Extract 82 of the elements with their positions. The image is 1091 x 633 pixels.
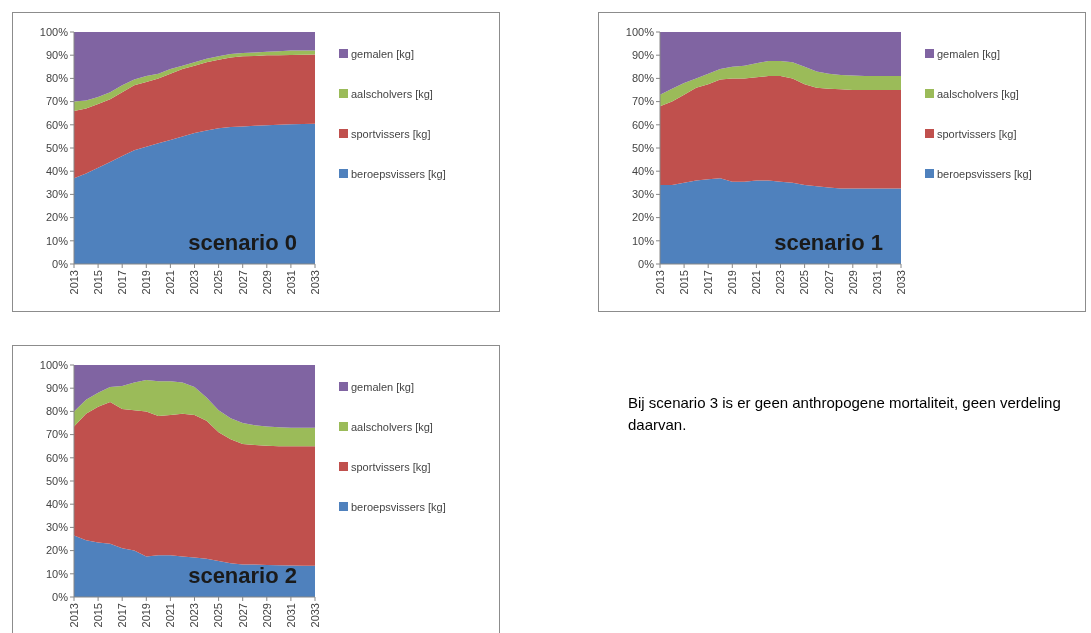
x-tick-label: 2027 bbox=[822, 270, 835, 295]
y-tick-label: 40% bbox=[45, 498, 69, 511]
legend-label: gemalen [kg] bbox=[351, 380, 414, 393]
x-tick-label: 2023 bbox=[188, 270, 201, 295]
legend-label: aalscholvers [kg] bbox=[351, 420, 433, 433]
y-tick-label: 10% bbox=[45, 234, 69, 247]
y-tick-label: 0% bbox=[52, 257, 69, 270]
x-tick-label: 2031 bbox=[870, 270, 883, 295]
y-tick-label: 20% bbox=[45, 544, 69, 557]
annotation: scenario 2 bbox=[188, 563, 297, 588]
legend-label: beroepsvissers [kg] bbox=[937, 167, 1032, 180]
x-tick-label: 2029 bbox=[260, 603, 273, 628]
y-tick-label: 80% bbox=[45, 72, 69, 85]
y-tick-label: 100% bbox=[39, 358, 69, 371]
legend-label: sportvissers [kg] bbox=[937, 127, 1017, 140]
x-tick-label: 2013 bbox=[67, 603, 80, 628]
x-tick-label: 2017 bbox=[702, 270, 715, 295]
x-tick-label: 2017 bbox=[116, 270, 129, 295]
x-tick-label: 2015 bbox=[677, 270, 690, 295]
text: Bij scenario 3 is er geen anthropogene mortaliteit, geen verdeling daarvan. bbox=[628, 393, 1062, 435]
x-tick-label: 2025 bbox=[212, 603, 225, 628]
x-tick-label: 2023 bbox=[774, 270, 787, 295]
x-tick-label: 2031 bbox=[284, 270, 297, 295]
x-tick-label: 2027 bbox=[236, 603, 249, 628]
x-tick-label: 2033 bbox=[894, 270, 907, 295]
y-tick-label: 90% bbox=[631, 49, 655, 62]
x-tick-label: 2017 bbox=[116, 603, 129, 628]
x-tick-label: 2025 bbox=[798, 270, 811, 295]
x-tick-label: 2019 bbox=[140, 603, 153, 628]
legend-label: beroepsvissers [kg] bbox=[351, 500, 446, 513]
y-tick-label: 100% bbox=[625, 25, 655, 38]
y-tick-label: 70% bbox=[631, 95, 655, 108]
legend-label: aalscholvers [kg] bbox=[351, 87, 433, 100]
y-tick-label: 90% bbox=[45, 382, 69, 395]
y-tick-label: 50% bbox=[45, 141, 69, 154]
x-tick-label: 2027 bbox=[236, 270, 249, 295]
legend-label: sportvissers [kg] bbox=[351, 460, 431, 473]
y-tick-label: 60% bbox=[631, 118, 655, 131]
x-tick-label: 2033 bbox=[308, 603, 321, 628]
y-tick-label: 30% bbox=[45, 188, 69, 201]
x-tick-label: 2025 bbox=[212, 270, 225, 295]
y-tick-label: 0% bbox=[638, 257, 655, 270]
y-tick-label: 80% bbox=[631, 72, 655, 85]
y-tick-label: 10% bbox=[45, 567, 69, 580]
x-tick-label: 2019 bbox=[726, 270, 739, 295]
legend-label: sportvissers [kg] bbox=[351, 127, 431, 140]
x-tick-label: 2013 bbox=[67, 270, 80, 295]
y-tick-label: 80% bbox=[45, 405, 69, 418]
x-tick-label: 2015 bbox=[91, 603, 104, 628]
y-tick-label: 100% bbox=[39, 25, 69, 38]
y-tick-label: 30% bbox=[631, 188, 655, 201]
y-tick-label: 90% bbox=[45, 49, 69, 62]
y-tick-label: 0% bbox=[52, 590, 69, 603]
legend-label: gemalen [kg] bbox=[937, 47, 1000, 60]
y-tick-label: 50% bbox=[631, 141, 655, 154]
legend-label: aalscholvers [kg] bbox=[937, 87, 1019, 100]
annotation: scenario 1 bbox=[774, 230, 883, 255]
x-tick-label: 2021 bbox=[164, 270, 177, 295]
x-tick-label: 2029 bbox=[846, 270, 859, 295]
x-tick-label: 2031 bbox=[284, 603, 297, 628]
x-tick-label: 2019 bbox=[140, 270, 153, 295]
y-tick-label: 70% bbox=[45, 428, 69, 441]
y-tick-label: 30% bbox=[45, 521, 69, 534]
x-tick-label: 2023 bbox=[188, 603, 201, 628]
y-tick-label: 20% bbox=[631, 211, 655, 224]
y-tick-label: 50% bbox=[45, 474, 69, 487]
y-tick-label: 60% bbox=[45, 118, 69, 131]
y-tick-label: 10% bbox=[631, 234, 655, 247]
y-tick-label: 60% bbox=[45, 451, 69, 464]
y-tick-label: 40% bbox=[45, 165, 69, 178]
legend-label: gemalen [kg] bbox=[351, 47, 414, 60]
y-tick-label: 70% bbox=[45, 95, 69, 108]
annotation: scenario 0 bbox=[188, 230, 297, 255]
y-tick-label: 20% bbox=[45, 211, 69, 224]
x-tick-label: 2033 bbox=[308, 270, 321, 295]
legend-label: beroepsvissers [kg] bbox=[351, 167, 446, 180]
x-tick-label: 2015 bbox=[91, 270, 104, 295]
y-tick-label: 40% bbox=[631, 165, 655, 178]
x-tick-label: 2021 bbox=[164, 603, 177, 628]
x-tick-label: 2029 bbox=[260, 270, 273, 295]
x-tick-label: 2013 bbox=[653, 270, 666, 295]
x-tick-label: 2021 bbox=[750, 270, 763, 295]
